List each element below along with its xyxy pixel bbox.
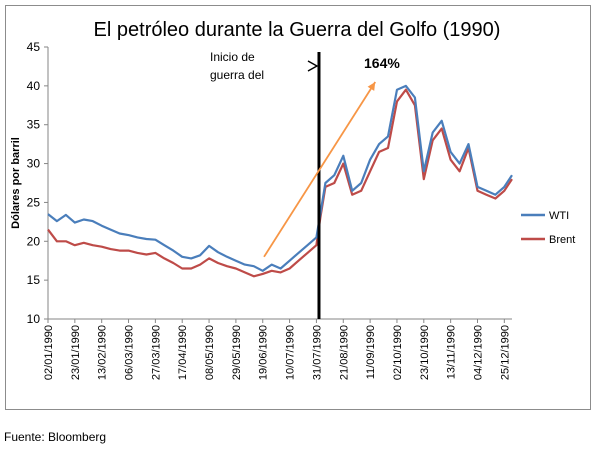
- x-tick-label: 23/01/1990: [70, 325, 82, 380]
- x-tick-label: 25/12/1990: [499, 325, 511, 380]
- war-start-label: Inicio de: [210, 50, 255, 64]
- x-tick-label: 02/10/1990: [392, 325, 404, 380]
- chart-title: El petróleo durante la Guerra del Golfo …: [94, 19, 501, 41]
- y-tick-label: 10: [27, 312, 41, 326]
- x-tick-label: 06/03/1990: [124, 325, 136, 380]
- y-tick-label: 45: [27, 40, 41, 54]
- growth-arrow-head: [367, 82, 376, 91]
- y-axis-ticks: 10 15 20 25 30 35 40 45: [27, 40, 48, 326]
- x-tick-label: 13/02/1990: [97, 325, 109, 380]
- legend: WTI Brent: [521, 210, 575, 246]
- oil-price-line-chart: El petróleo durante la Guerra del Golfo …: [10, 19, 575, 380]
- war-start-pointer: [307, 60, 319, 72]
- chart-frame: [5, 5, 591, 410]
- x-tick-label: 23/10/1990: [419, 325, 431, 380]
- series-lines: [47, 84, 513, 278]
- x-tick-label: 02/01/1990: [43, 325, 55, 380]
- y-tick-label: 15: [27, 273, 41, 287]
- x-tick-label: 08/05/1990: [204, 325, 216, 380]
- x-tick-label: 13/11/1990: [446, 325, 458, 379]
- x-tick-label: 27/03/1990: [150, 325, 162, 380]
- x-tick-label: 29/05/1990: [231, 325, 243, 380]
- y-tick-label: 30: [27, 157, 41, 171]
- x-tick-label: 17/04/1990: [177, 325, 189, 380]
- y-tick-label: 20: [27, 234, 41, 248]
- axes: [47, 47, 512, 320]
- y-tick-label: 40: [27, 79, 41, 93]
- x-tick-label: 11/09/1990: [365, 325, 377, 379]
- series-line-brent: [47, 88, 513, 278]
- series-line-wti: [47, 84, 513, 272]
- x-tick-label: 21/08/1990: [338, 325, 350, 380]
- y-axis-label: Dólares por barril: [10, 137, 22, 229]
- legend-label-brent: Brent: [549, 234, 575, 246]
- x-tick-label: 31/07/1990: [311, 325, 323, 380]
- growth-arrow: [263, 81, 376, 258]
- annotations: Inicio de guerra del 164%: [210, 50, 400, 319]
- x-tick-label: 19/06/1990: [258, 325, 270, 380]
- x-tick-label: 10/07/1990: [285, 325, 297, 380]
- legend-label-wti: WTI: [549, 210, 569, 222]
- y-tick-label: 25: [27, 195, 41, 209]
- percent-change-label: 164%: [364, 55, 400, 71]
- y-tick-label: 35: [27, 118, 41, 132]
- x-tick-label: 04/12/1990: [472, 325, 484, 380]
- war-start-label: guerra del: [210, 68, 264, 82]
- source-note: Fuente: Bloomberg: [4, 430, 107, 444]
- x-axis-ticks: 02/01/1990 23/01/1990 13/02/1990 06/03/1990…: [43, 319, 511, 380]
